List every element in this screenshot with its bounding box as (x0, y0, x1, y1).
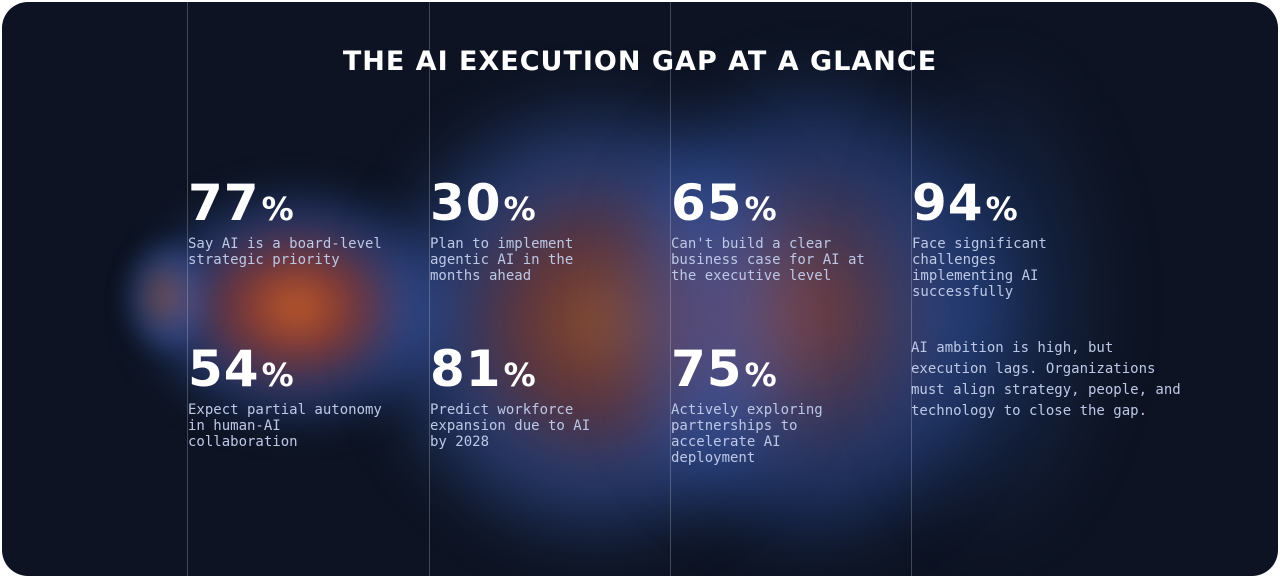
stat-unit: % (744, 356, 778, 394)
stat-unit: % (261, 356, 295, 394)
glow-blob (862, 42, 1122, 562)
stat-unit: % (261, 190, 295, 228)
stat-value: 77% (188, 178, 388, 234)
stat-business-case: 65% Can't build a clear business case fo… (671, 178, 871, 284)
page-title: THE AI EXECUTION GAP AT A GLANCE (342, 46, 938, 77)
column-divider (187, 2, 188, 576)
column-divider (429, 2, 430, 576)
stat-label: Expect partial autonomy in human-AI coll… (188, 402, 382, 450)
stat-label: Face significant challenges implementing… (912, 236, 1047, 300)
stat-label: Actively exploring partnerships to accel… (671, 402, 823, 466)
stat-number: 94 (912, 174, 984, 232)
glow-blob (602, 62, 1022, 562)
stat-workforce-expansion: 81% Predict workforce expansion due to A… (430, 344, 615, 450)
stat-partnerships: 75% Actively exploring partnerships to a… (671, 344, 831, 466)
stat-number: 30 (430, 174, 502, 232)
stat-value: 81% (430, 344, 615, 400)
stat-value: 30% (430, 178, 630, 234)
stat-value: 65% (671, 178, 871, 234)
stat-label: Say AI is a board-level strategic priori… (188, 236, 382, 268)
stat-unit: % (503, 356, 537, 394)
column-divider (670, 2, 671, 576)
stat-number: 81 (430, 340, 502, 398)
column-divider (911, 2, 912, 576)
stat-unit: % (985, 190, 1019, 228)
stat-number: 65 (671, 174, 743, 232)
glow-blob (362, 82, 832, 562)
stat-value: 54% (188, 344, 388, 400)
stat-number: 75 (671, 340, 743, 398)
stat-unit: % (744, 190, 778, 228)
stat-value: 75% (671, 344, 831, 400)
stat-label: Can't build a clear business case for AI… (671, 236, 865, 284)
stat-label: Predict workforce expansion due to AI by… (430, 402, 591, 450)
stat-agentic-ai: 30% Plan to implement agentic AI in the … (430, 178, 630, 284)
summary-text: AI ambition is high, but execution lags.… (911, 340, 1181, 419)
stat-challenges: 94% Face significant challenges implemen… (912, 178, 1062, 300)
stat-unit: % (503, 190, 537, 228)
stat-board-priority: 77% Say AI is a board-level strategic pr… (188, 178, 388, 268)
stat-value: 94% (912, 178, 1062, 234)
stat-partial-autonomy: 54% Expect partial autonomy in human-AI … (188, 344, 388, 450)
stat-number: 54 (188, 340, 260, 398)
stat-number: 77 (188, 174, 260, 232)
stat-label: Plan to implement agentic AI in the mont… (430, 236, 574, 284)
